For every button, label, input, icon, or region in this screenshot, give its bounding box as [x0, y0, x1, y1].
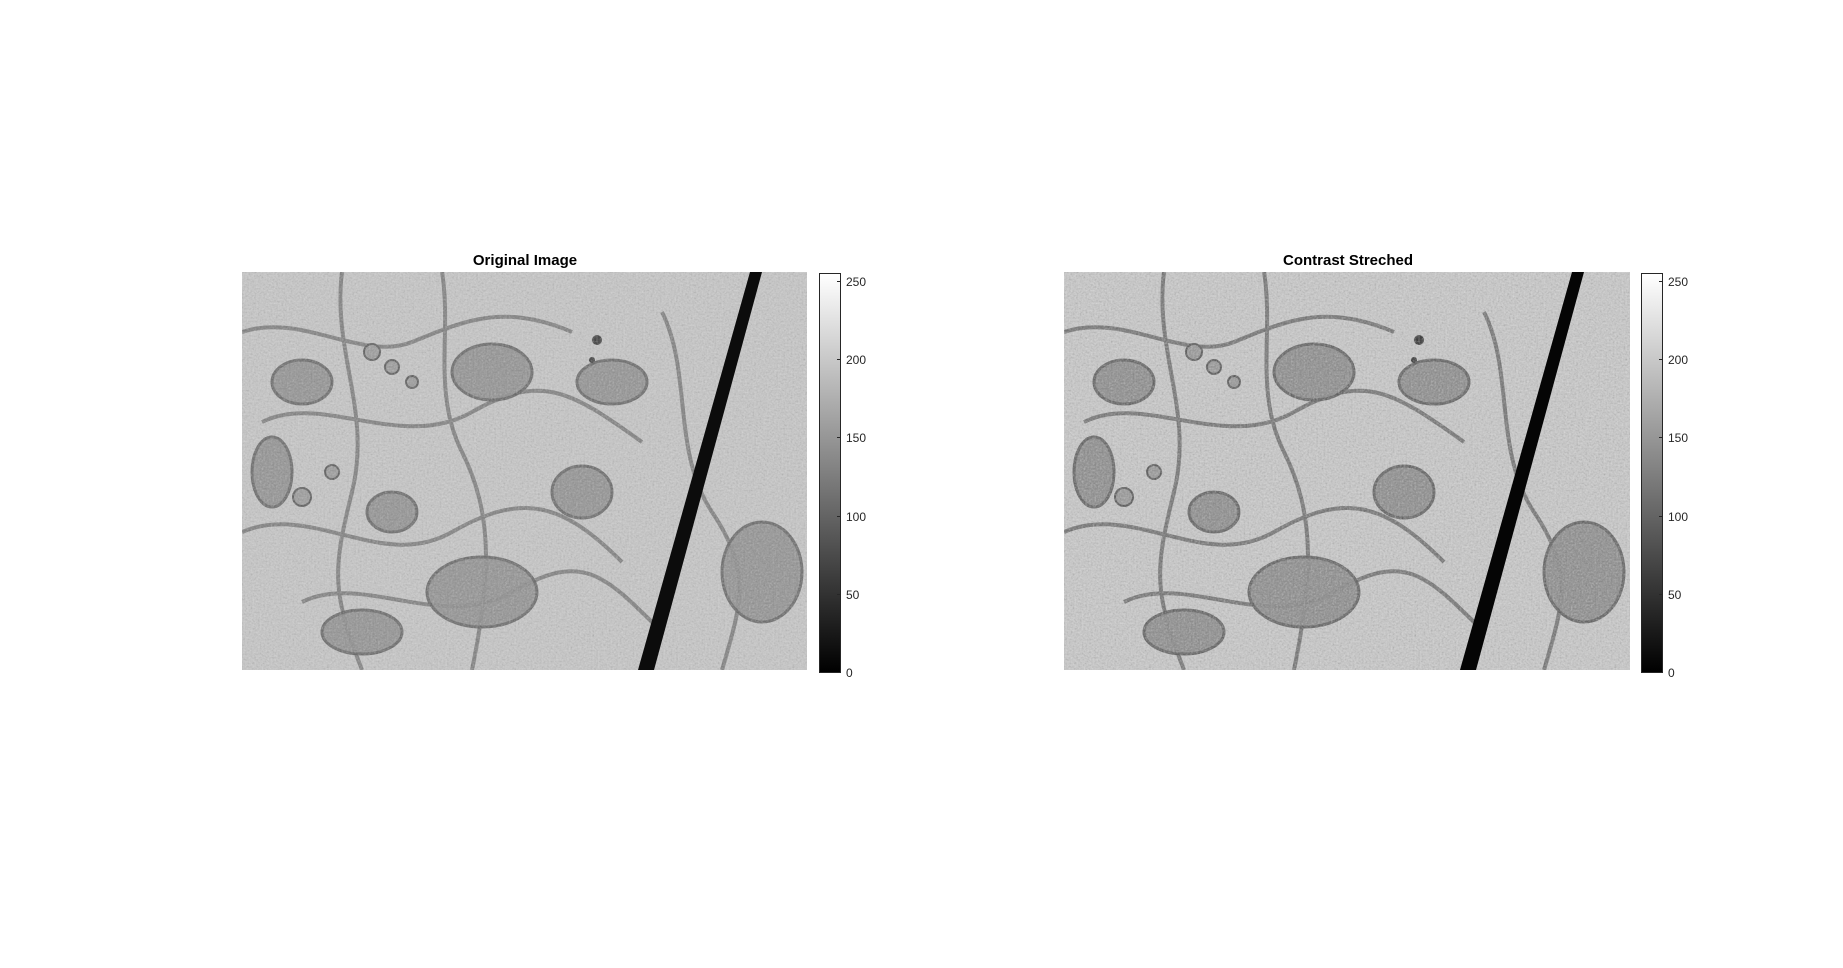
colorbar-stretched-tick-200: 200 — [1668, 353, 1689, 367]
micrograph-original-svg — [242, 272, 807, 670]
colorbar-original-tick-250: 250 — [846, 275, 867, 289]
micrograph-original — [242, 272, 807, 670]
colorbar-stretched-tick-100: 100 — [1668, 510, 1689, 524]
colorbar-original-tick-100: 100 — [846, 510, 867, 524]
colorbar-original-tick-0: 0 — [846, 666, 853, 680]
micrograph-stretched-svg — [1064, 272, 1630, 670]
colorbar-stretched-tick-250: 250 — [1668, 275, 1689, 289]
colorbar-original-tick-200: 200 — [846, 353, 867, 367]
colorbar-stretched-tick-0: 0 — [1668, 666, 1675, 680]
colorbar-original-tick-50: 50 — [846, 588, 860, 602]
colorbar-stretched-tick-150: 150 — [1668, 431, 1689, 445]
panel-title-stretched: Contrast Streched — [1282, 252, 1414, 269]
panel-title-original: Original Image — [472, 252, 578, 269]
colorbar-stretched-tick-50: 50 — [1668, 588, 1682, 602]
micrograph-stretched — [1064, 272, 1630, 670]
colorbar-original-tick-150: 150 — [846, 431, 867, 445]
colorbar-original — [819, 273, 841, 673]
colorbar-stretched — [1641, 273, 1663, 673]
